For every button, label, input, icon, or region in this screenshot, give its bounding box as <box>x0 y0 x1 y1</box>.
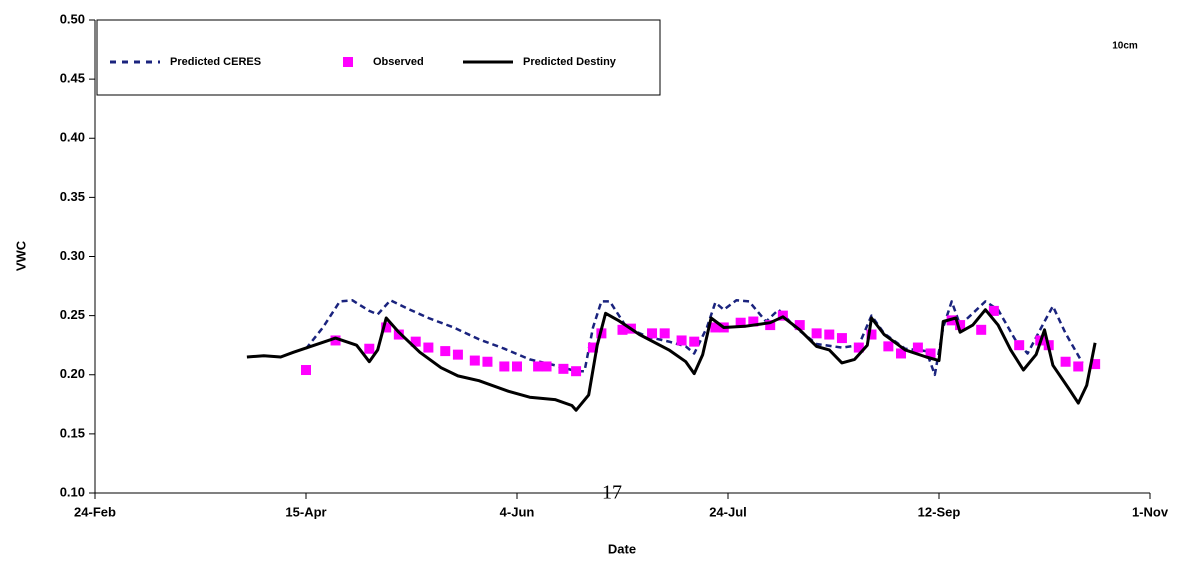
marker <box>617 324 628 335</box>
marker <box>988 305 999 316</box>
marker <box>955 320 966 331</box>
legend-label: Observed <box>373 56 424 68</box>
marker <box>647 328 658 339</box>
marker <box>558 363 569 374</box>
marker <box>541 361 552 372</box>
x-tick-label: 1-Nov <box>1132 504 1169 519</box>
marker <box>1073 361 1084 372</box>
legend-marker <box>343 57 353 67</box>
marker <box>765 320 776 331</box>
y-tick-label: 0.35 <box>60 189 85 204</box>
x-tick-label: 15-Apr <box>285 504 326 519</box>
marker <box>735 317 746 328</box>
marker <box>410 336 421 347</box>
marker <box>912 342 923 353</box>
marker <box>896 348 907 359</box>
marker <box>748 316 759 327</box>
marker <box>689 336 700 347</box>
marker <box>853 342 864 353</box>
y-axis-label: VWC <box>13 240 28 271</box>
x-tick-label: 4-Jun <box>500 504 535 519</box>
marker <box>381 322 392 333</box>
y-tick-label: 0.40 <box>60 130 85 145</box>
annotation: 10cm <box>1112 41 1138 52</box>
x-tick-label: 12-Sep <box>918 504 961 519</box>
marker <box>976 324 987 335</box>
marker <box>452 349 463 360</box>
line-series <box>305 299 1084 377</box>
x-axis-label: Date <box>608 541 636 556</box>
marker <box>866 329 877 340</box>
line-series <box>246 308 1097 412</box>
y-tick-label: 0.20 <box>60 366 85 381</box>
legend-box <box>96 19 661 96</box>
marker <box>533 361 544 372</box>
marker <box>925 348 936 359</box>
marker <box>330 335 341 346</box>
marker <box>710 322 721 333</box>
marker <box>440 346 451 357</box>
marker <box>1090 359 1101 370</box>
y-tick-label: 0.10 <box>60 484 85 499</box>
marker <box>393 329 404 340</box>
marker <box>659 328 670 339</box>
marker <box>811 328 822 339</box>
marker <box>883 341 894 352</box>
marker <box>824 329 835 340</box>
y-tick-label: 0.50 <box>60 11 85 26</box>
x-tick-label: 24-Feb <box>74 504 116 519</box>
marker <box>482 356 493 367</box>
marker <box>469 355 480 366</box>
marker <box>423 342 434 353</box>
marker <box>587 342 598 353</box>
y-tick-label: 0.45 <box>60 71 85 86</box>
legend-label: Predicted CERES <box>170 56 261 68</box>
marker <box>836 333 847 344</box>
x-tick-label: 24-Jul <box>709 504 747 519</box>
y-tick-label: 0.25 <box>60 307 85 322</box>
marker <box>1014 340 1025 351</box>
marker <box>571 366 582 377</box>
marker <box>1060 356 1071 367</box>
marker <box>301 365 311 376</box>
marker <box>676 335 687 346</box>
y-tick-label: 0.15 <box>60 425 85 440</box>
marker <box>364 343 375 354</box>
marker <box>499 361 510 372</box>
legend-label: Predicted Destiny <box>523 56 617 68</box>
marker <box>794 320 805 331</box>
marker <box>512 361 522 372</box>
y-tick-label: 0.30 <box>60 248 85 263</box>
